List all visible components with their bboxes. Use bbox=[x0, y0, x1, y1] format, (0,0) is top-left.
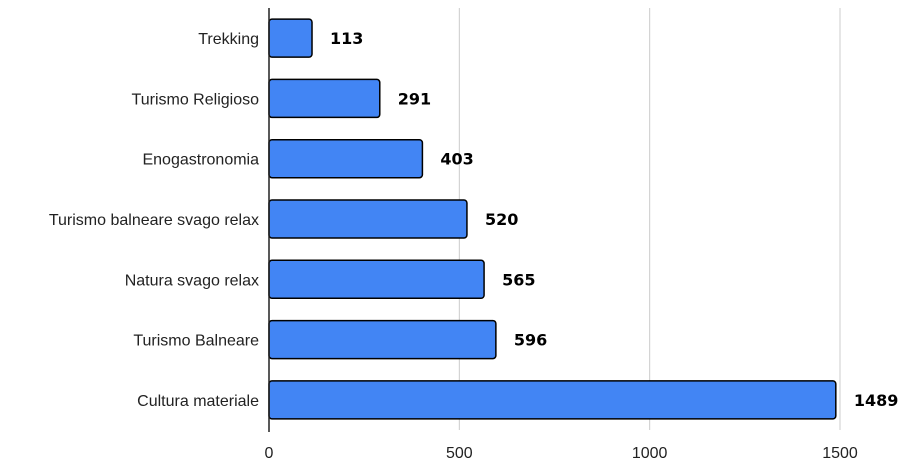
category-label: Cultura materiale bbox=[137, 393, 259, 410]
bar-layer bbox=[268, 18, 837, 420]
category-label: Trekking bbox=[198, 31, 259, 48]
category-label: Turismo balneare svago relax bbox=[49, 212, 259, 229]
data-label: 596 bbox=[514, 331, 547, 350]
bar bbox=[268, 78, 381, 119]
x-tick-label: 1500 bbox=[822, 445, 858, 462]
bar bbox=[268, 199, 468, 239]
label-layer: 0 500 1000 1500 Trekking 113 Turismo Religioso… bbox=[49, 29, 899, 462]
data-label: 291 bbox=[398, 89, 431, 108]
category-label: Turismo Balneare bbox=[133, 333, 259, 350]
data-label: 520 bbox=[485, 210, 518, 229]
bar bbox=[268, 138, 424, 179]
bar bbox=[268, 380, 837, 420]
data-label: 113 bbox=[330, 29, 363, 48]
x-tick-label: 500 bbox=[446, 445, 473, 462]
bar bbox=[268, 319, 497, 360]
category-label: Turismo Religioso bbox=[132, 91, 260, 108]
bar bbox=[268, 18, 313, 58]
data-label: 1489 bbox=[854, 391, 899, 410]
category-label: Enogastronomia bbox=[142, 152, 259, 169]
bar bbox=[268, 259, 485, 300]
data-label: 403 bbox=[440, 150, 473, 169]
x-tick-label: 1000 bbox=[632, 445, 668, 462]
x-tick-label: 0 bbox=[265, 445, 274, 462]
category-label: Natura svago relax bbox=[125, 272, 259, 289]
data-label: 565 bbox=[502, 270, 535, 289]
